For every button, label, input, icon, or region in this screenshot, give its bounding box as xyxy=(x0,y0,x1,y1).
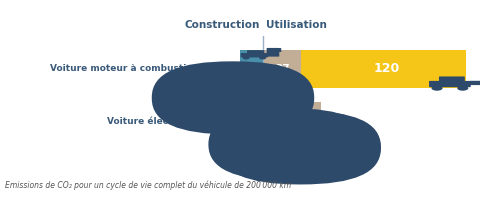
Text: 41: 41 xyxy=(285,116,300,126)
Circle shape xyxy=(241,109,248,112)
Text: 27: 27 xyxy=(275,64,289,74)
Bar xyxy=(222,102,240,140)
Text: Utilisation: Utilisation xyxy=(265,20,326,30)
FancyBboxPatch shape xyxy=(227,98,239,107)
FancyBboxPatch shape xyxy=(246,102,263,107)
FancyBboxPatch shape xyxy=(469,81,480,85)
Bar xyxy=(263,102,322,140)
FancyBboxPatch shape xyxy=(275,48,281,52)
Circle shape xyxy=(242,56,250,59)
Bar xyxy=(240,102,263,140)
Text: Emissions de CO₂ pour un cycle de vie complet du véhicule de 200 000 km: Emissions de CO₂ pour un cycle de vie co… xyxy=(5,181,291,190)
Text: Voiture électrique: Voiture électrique xyxy=(107,116,199,126)
FancyBboxPatch shape xyxy=(292,145,300,150)
Circle shape xyxy=(432,86,443,91)
Circle shape xyxy=(457,86,468,91)
Text: 16: 16 xyxy=(244,64,259,74)
FancyBboxPatch shape xyxy=(152,61,314,134)
Text: Construction: Construction xyxy=(185,20,260,30)
FancyBboxPatch shape xyxy=(220,112,381,185)
Text: 16: 16 xyxy=(244,116,259,126)
Bar xyxy=(240,50,263,88)
FancyBboxPatch shape xyxy=(429,81,471,87)
Circle shape xyxy=(258,109,265,112)
Circle shape xyxy=(259,56,266,59)
FancyBboxPatch shape xyxy=(247,50,264,54)
FancyBboxPatch shape xyxy=(240,53,268,57)
FancyBboxPatch shape xyxy=(208,108,370,181)
FancyBboxPatch shape xyxy=(220,111,381,183)
Bar xyxy=(301,50,473,88)
FancyBboxPatch shape xyxy=(439,76,465,82)
Bar xyxy=(263,50,301,88)
Text: 120: 120 xyxy=(374,62,400,75)
FancyBboxPatch shape xyxy=(266,48,279,57)
FancyBboxPatch shape xyxy=(285,145,293,151)
FancyBboxPatch shape xyxy=(239,105,267,110)
Text: Voiture moteur à combustion: Voiture moteur à combustion xyxy=(50,64,199,73)
Text: 13: 13 xyxy=(224,116,238,126)
